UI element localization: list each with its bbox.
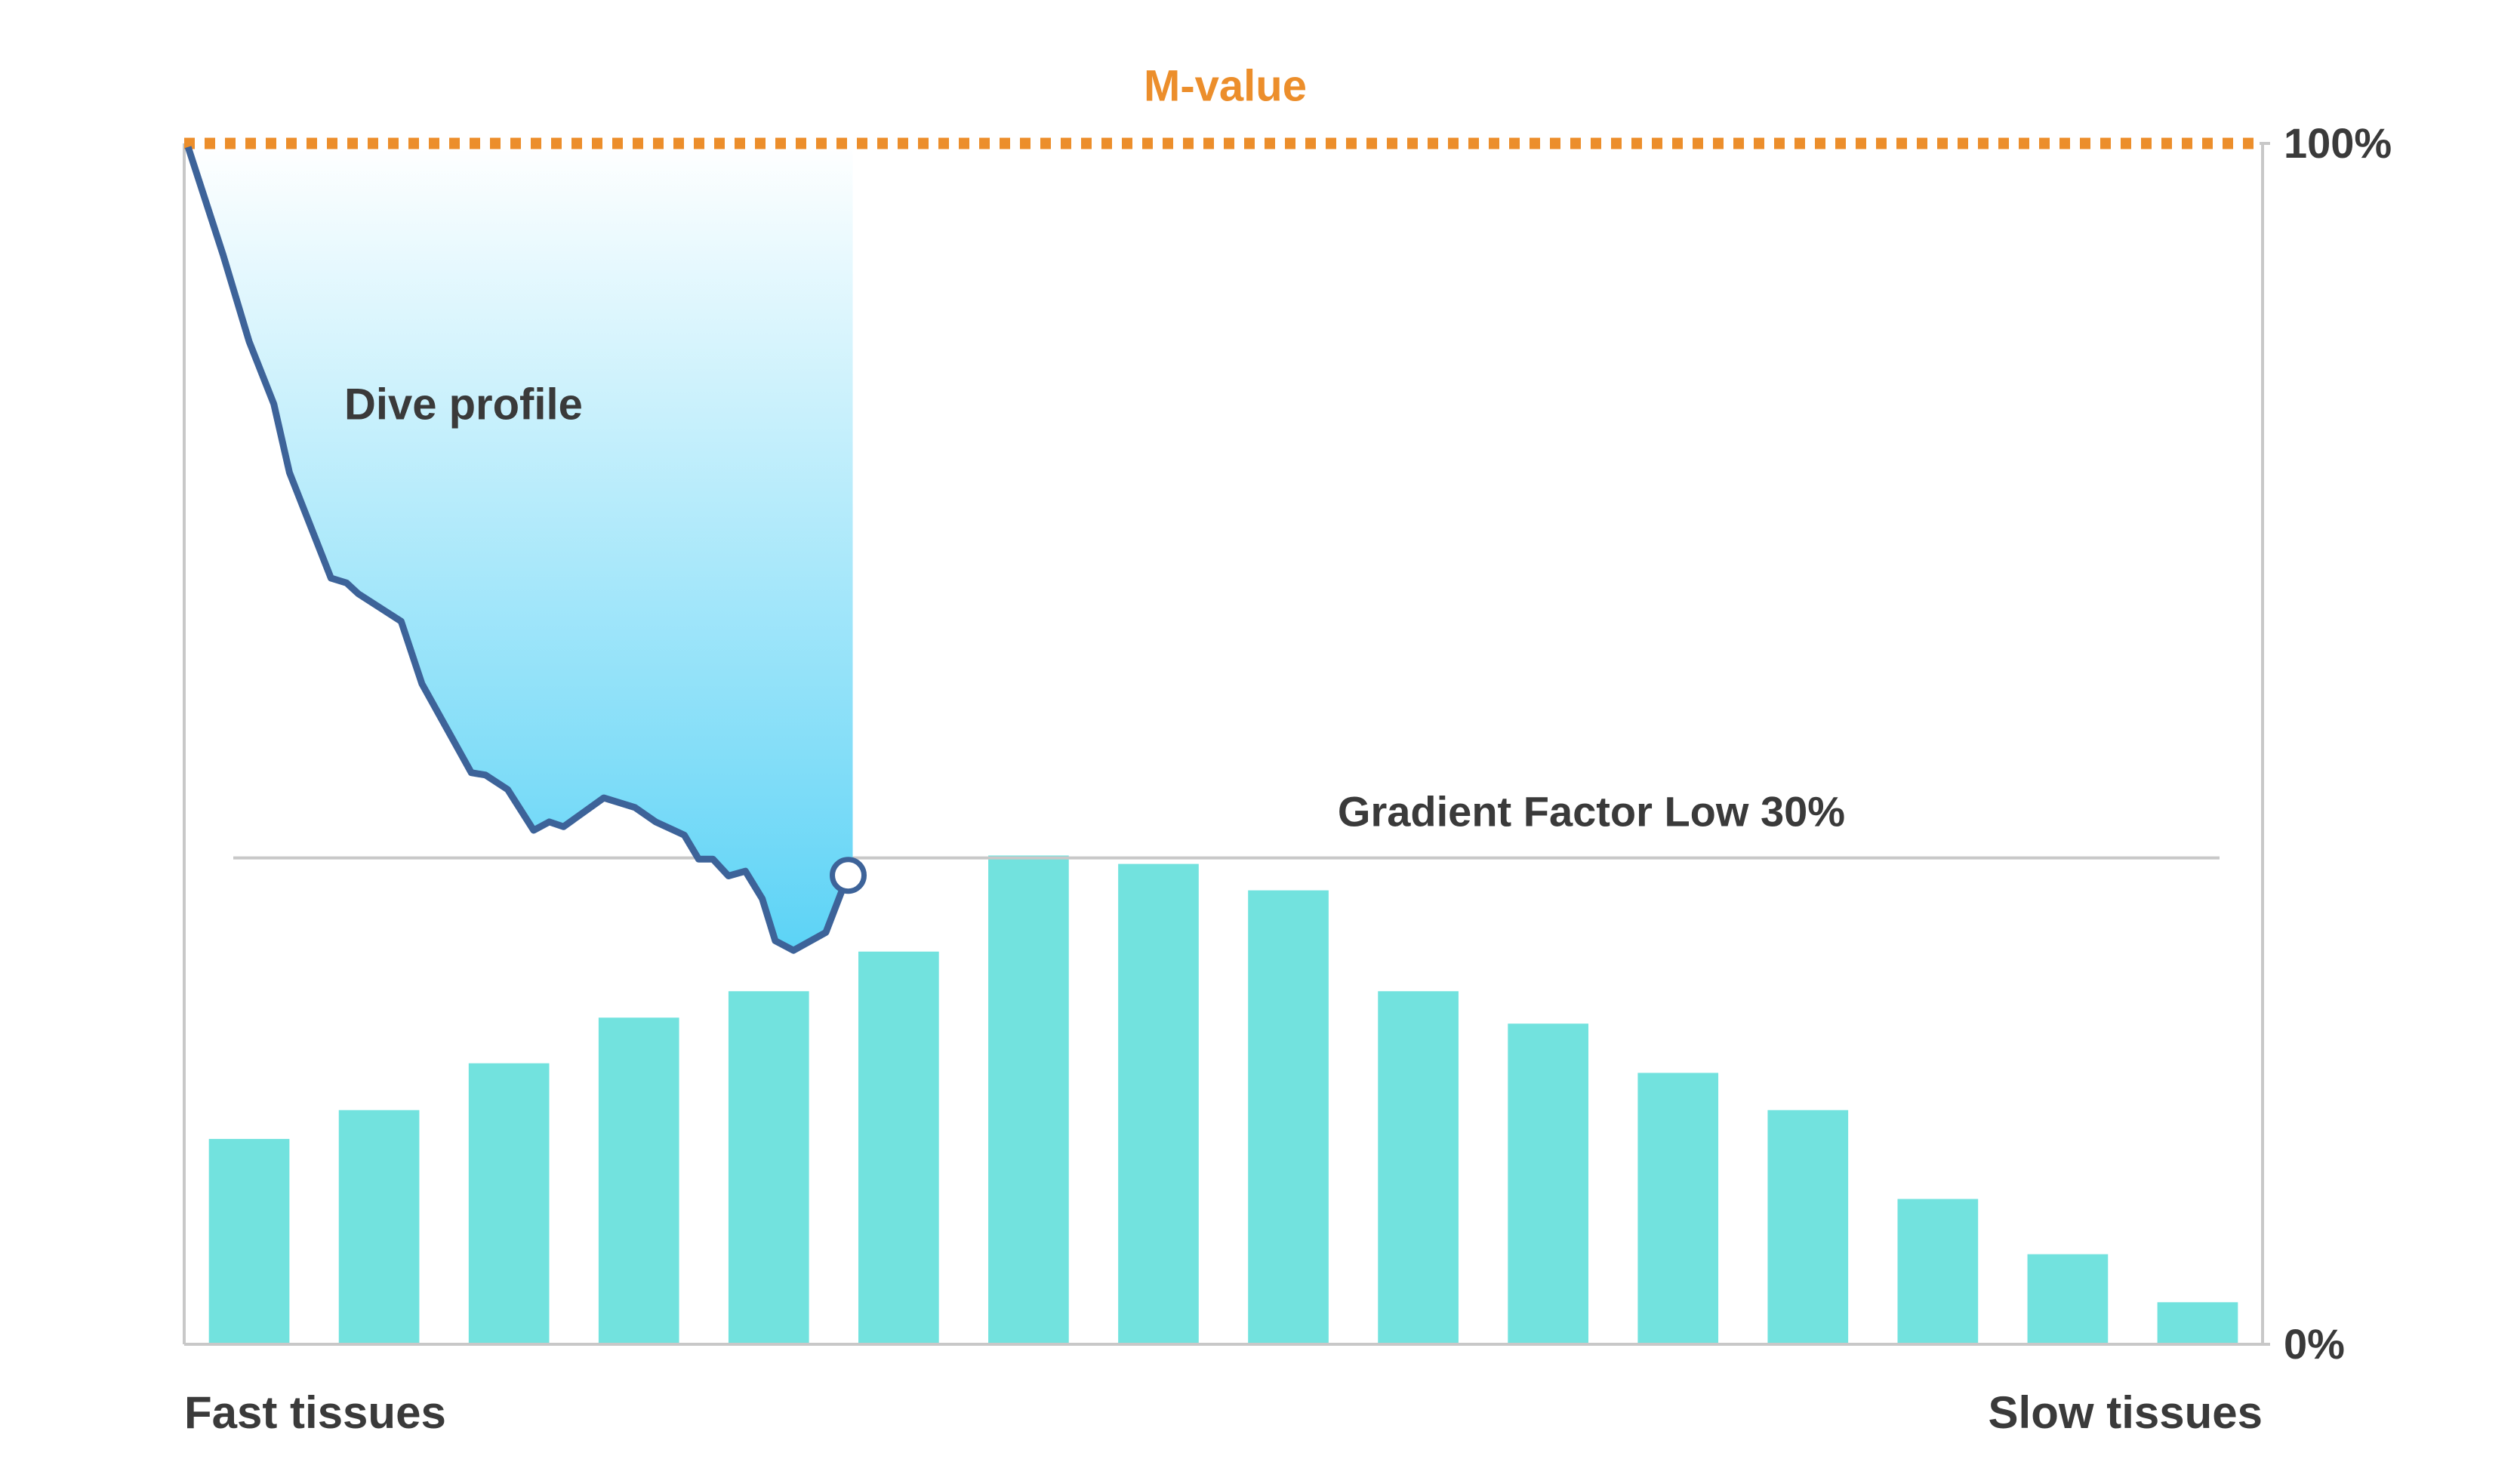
profile-end-marker [830, 857, 867, 894]
bar [1637, 1073, 1719, 1344]
bar [338, 1110, 420, 1344]
y-tick-label: 0% [2284, 1320, 2345, 1368]
bar [468, 1063, 550, 1344]
x-axis-label: Fast tissues [184, 1387, 446, 1438]
bar [728, 991, 809, 1344]
bar [858, 951, 939, 1344]
profile-line [184, 146, 850, 954]
x-axis-label: Slow tissues [1989, 1387, 2263, 1438]
chart-title: M-value [1144, 61, 1307, 110]
bar [1767, 1110, 1849, 1344]
profile-label: Dive profile [344, 380, 583, 429]
bar [1508, 1023, 1588, 1344]
bar [1248, 890, 1329, 1344]
bar [1378, 991, 1459, 1344]
bar [1118, 863, 1199, 1344]
bar [1897, 1199, 1979, 1344]
bar [988, 855, 1069, 1344]
bar [598, 1017, 679, 1344]
bar [208, 1138, 290, 1344]
reference-label: Gradient Factor Low 30% [1338, 787, 1845, 835]
bar [2157, 1302, 2238, 1344]
y-tick-label: 100% [2284, 119, 2392, 167]
bar [2027, 1254, 2109, 1344]
profile-fill [188, 143, 853, 951]
